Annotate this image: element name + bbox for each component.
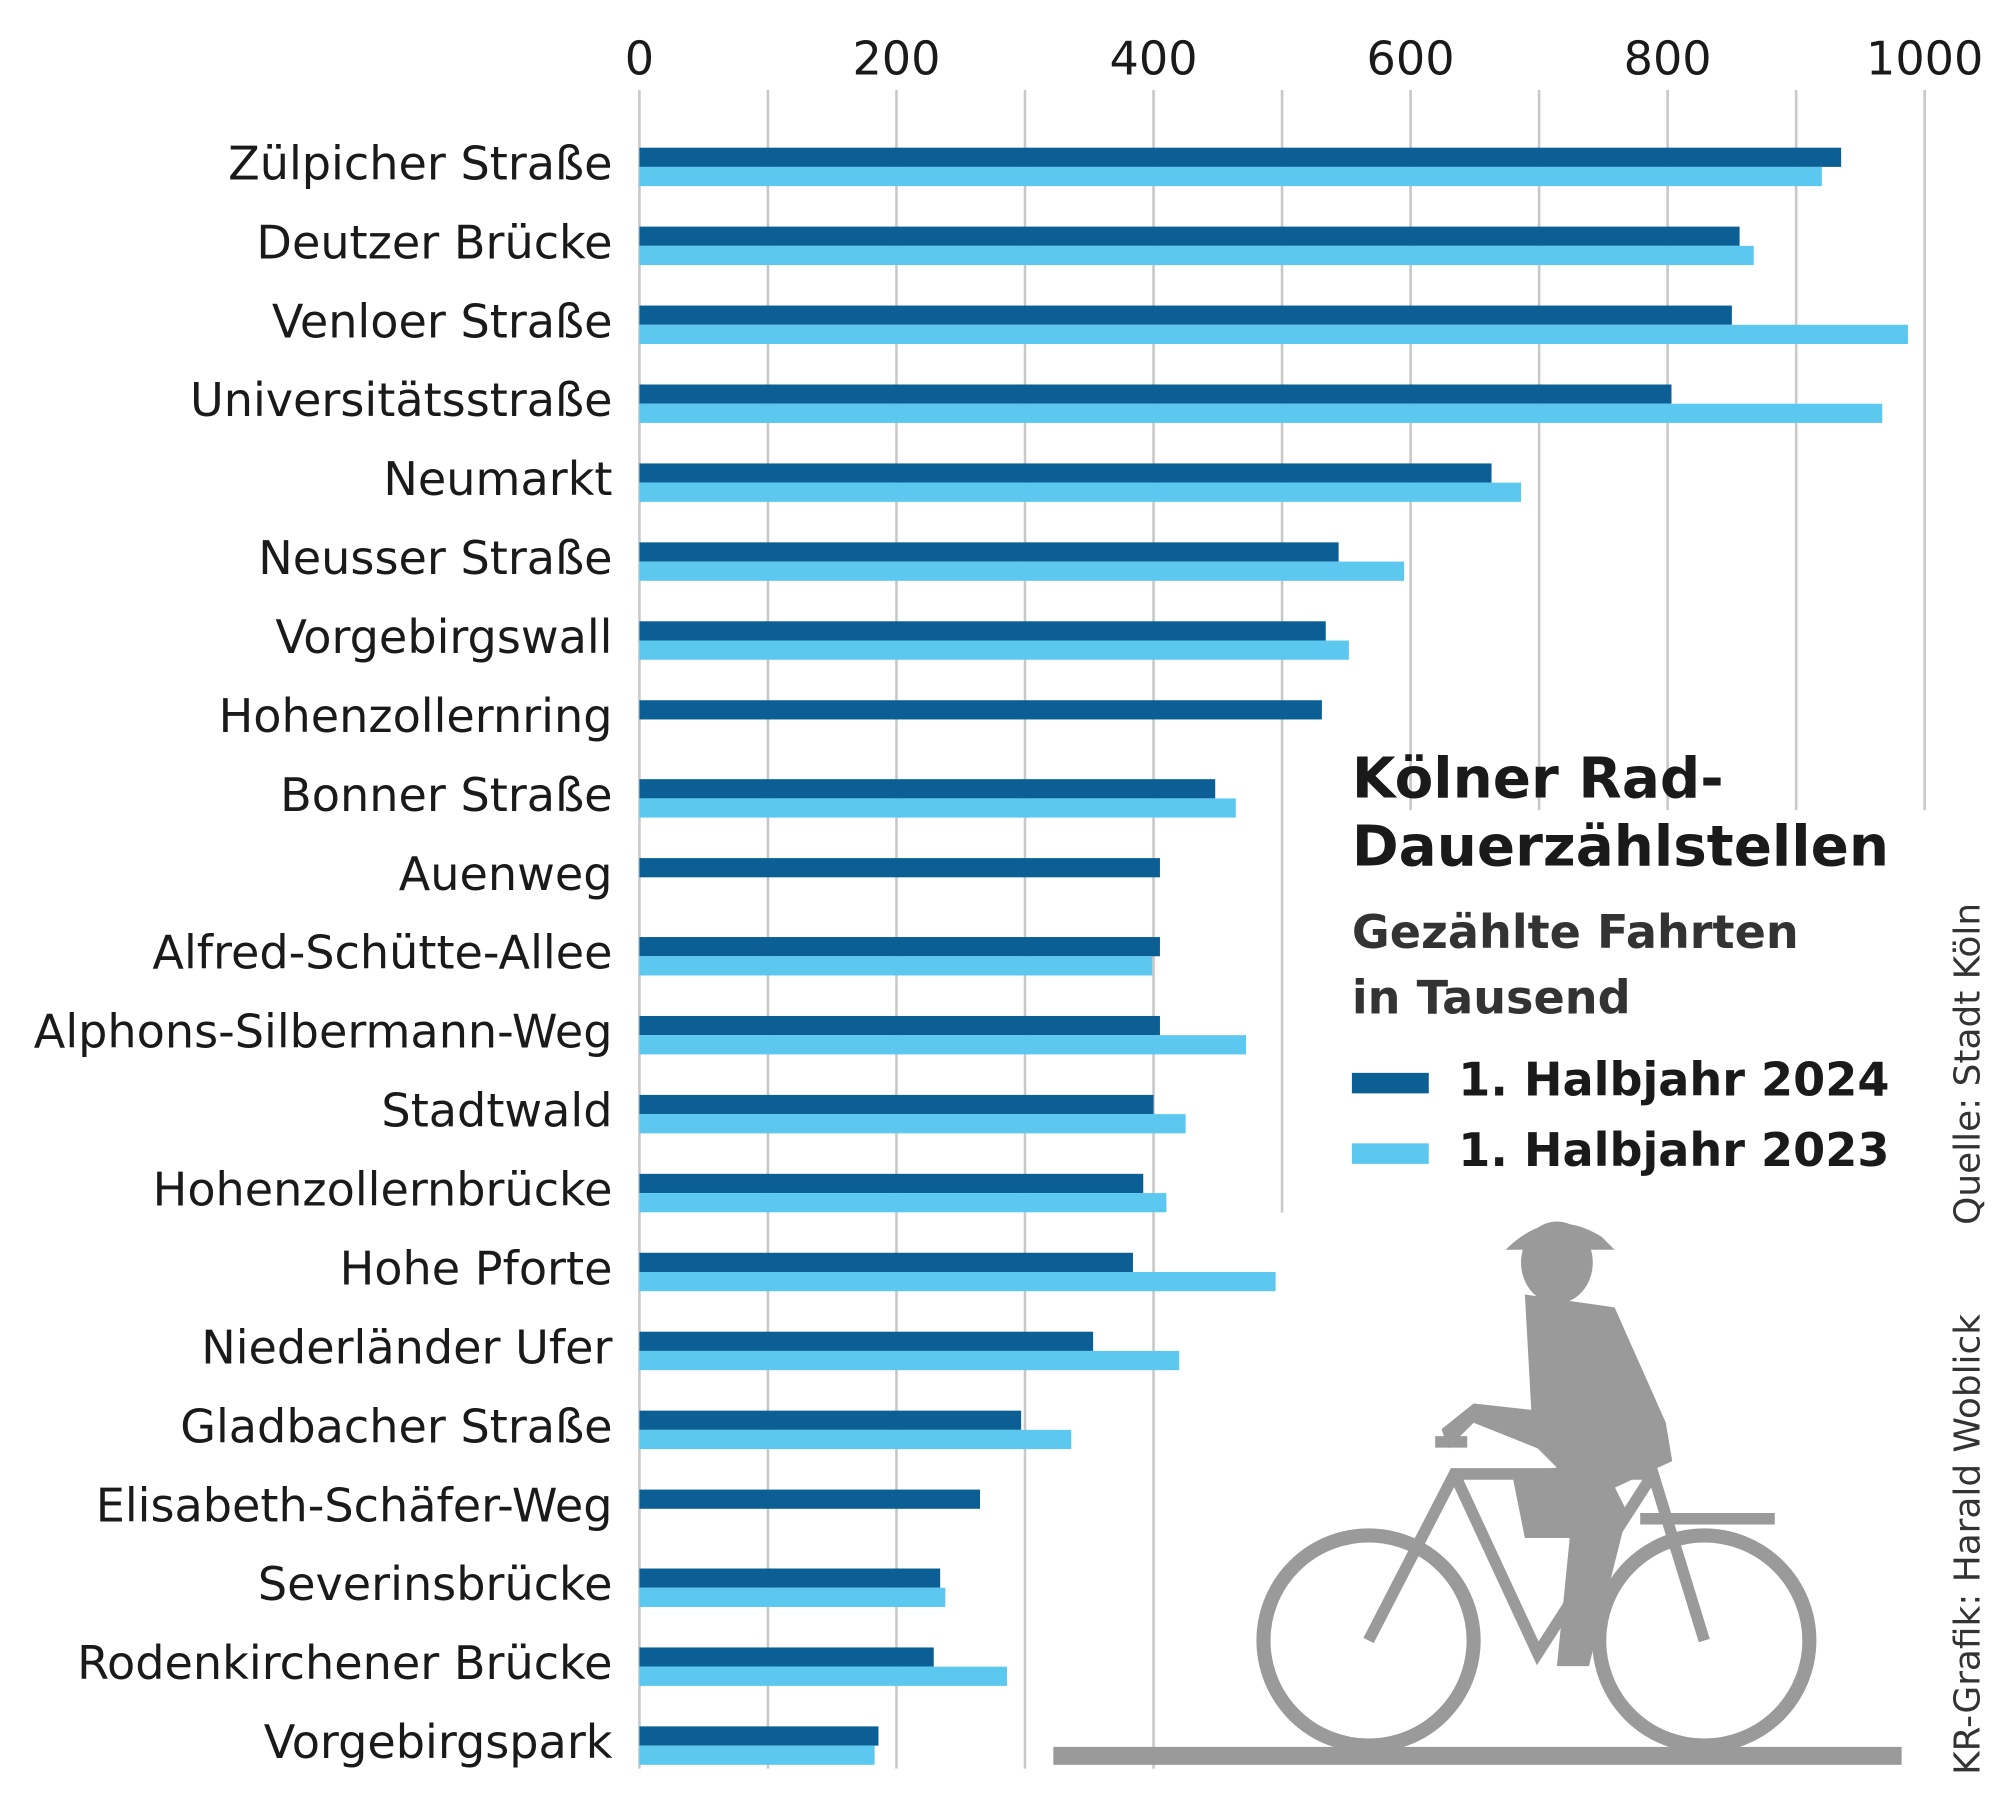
x-tick-label: 200 — [852, 31, 940, 85]
bar — [639, 1035, 1247, 1055]
y-tick-label: Vorgebirgswall — [275, 610, 612, 664]
y-tick-label: Gladbacher Straße — [180, 1399, 612, 1453]
y-tick-label: Venloer Straße — [272, 294, 613, 348]
legend-swatch — [1351, 1072, 1429, 1094]
bar — [639, 1252, 1133, 1272]
bar — [639, 463, 1492, 483]
legend-label: 1. Halbjahr 2024 — [1458, 1053, 1889, 1107]
bar — [639, 798, 1236, 818]
bar — [639, 1587, 946, 1607]
y-tick-label: Severinsbrücke — [258, 1557, 613, 1611]
y-tick-label: Alphons-Silbermann-Weg — [34, 1005, 613, 1059]
bar — [639, 1745, 875, 1765]
bar — [639, 779, 1216, 799]
bar — [639, 1410, 1022, 1430]
y-tick-label: Stadtwald — [381, 1084, 612, 1138]
bar — [639, 858, 1160, 878]
bar — [639, 700, 1322, 720]
x-tick-label: 1000 — [1866, 31, 1983, 85]
y-tick-label: Zülpicher Straße — [228, 136, 612, 190]
ground — [1053, 1746, 1902, 1765]
bar — [639, 640, 1349, 660]
chart-title: Kölner Rad- — [1352, 747, 1724, 812]
bar — [639, 1331, 1094, 1351]
bar — [639, 1015, 1160, 1036]
bar — [639, 1350, 1180, 1371]
bar — [639, 403, 1883, 423]
x-tick-label: 400 — [1110, 31, 1198, 85]
bar — [639, 1666, 1008, 1686]
bars — [639, 147, 1908, 1765]
y-tick-label: Elisabeth-Schäfer-Weg — [96, 1478, 613, 1532]
y-tick-label: Alfred-Schütte-Allee — [152, 926, 612, 980]
y-tick-label: Hohenzollernbrücke — [153, 1163, 613, 1217]
legend-label: 1. Halbjahr 2023 — [1458, 1123, 1889, 1177]
chart-subtitle: in Tausend — [1352, 971, 1631, 1025]
bar — [639, 1094, 1154, 1115]
y-tick-label: Neusser Straße — [258, 531, 612, 585]
chart-subtitle: Gezählte Fahrten — [1352, 905, 1799, 959]
bar — [639, 482, 1522, 502]
bar — [639, 1726, 879, 1746]
legend-swatch — [1351, 1143, 1429, 1164]
y-tick-label: Deutzer Brücke — [256, 215, 612, 269]
bar — [639, 147, 1842, 167]
y-tick-label: Vorgebirgspark — [264, 1715, 613, 1769]
y-tick-label: Universitätsstraße — [190, 373, 613, 427]
y-tick-label: Niederländer Ufer — [201, 1320, 612, 1374]
source: Quelle: Stadt Köln — [1948, 903, 1989, 1225]
bar — [639, 956, 1153, 976]
x-tick-label: 800 — [1624, 31, 1712, 85]
x-tick-label: 600 — [1367, 31, 1455, 85]
y-tick-label: Neumarkt — [383, 452, 612, 506]
bar — [639, 1568, 941, 1588]
bar — [639, 937, 1160, 957]
x-tick-label: 0 — [625, 31, 654, 85]
bar — [639, 1647, 934, 1667]
bar — [639, 542, 1339, 562]
bar — [639, 1114, 1186, 1134]
credit: KR-Grafik: Harald Woblick — [1948, 1314, 1989, 1775]
cyclist-figure — [1441, 1221, 1673, 1667]
y-tick-label: Rodenkirchener Brücke — [77, 1636, 612, 1690]
bar — [639, 226, 1740, 246]
y-tick-label: Bonner Straße — [280, 768, 612, 822]
bar — [639, 1173, 1144, 1194]
y-tick-label: Hohe Pforte — [340, 1241, 613, 1295]
y-tick-label: Auenweg — [399, 847, 613, 901]
bar — [639, 324, 1908, 344]
bar — [639, 1193, 1167, 1213]
bar — [639, 305, 1732, 325]
bar — [639, 1271, 1276, 1292]
bar — [639, 384, 1672, 404]
legend-background — [1275, 1212, 1999, 1810]
bar — [639, 245, 1754, 266]
bar — [639, 166, 1822, 187]
bar — [639, 1489, 981, 1509]
bar — [639, 561, 1405, 581]
bar — [639, 621, 1326, 641]
bar — [639, 1429, 1072, 1450]
y-tick-label: Hohenzollernring — [219, 689, 613, 743]
chart-title: Dauerzählstellen — [1352, 815, 1889, 880]
